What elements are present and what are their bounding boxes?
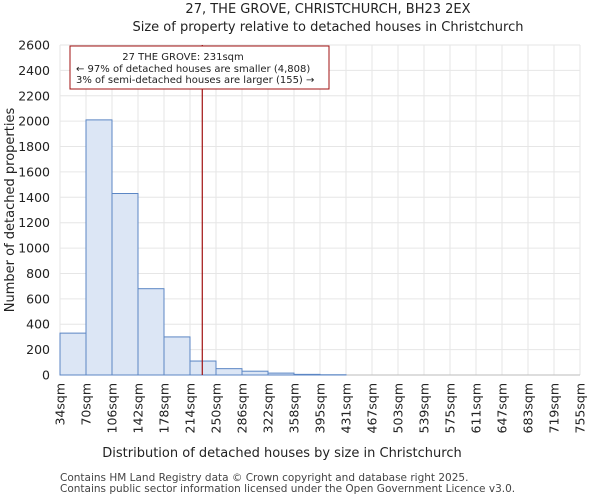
x-tick-label: 431sqm: [339, 383, 354, 433]
x-tick-label: 503sqm: [391, 383, 406, 433]
x-tick-label: 286sqm: [235, 383, 250, 433]
bar-322sqm: [267, 372, 295, 376]
bar-106sqm: [111, 193, 139, 376]
y-tick-label: 1800: [18, 139, 50, 154]
annotation-box: 27 THE GROVE: 231sqm ← 97% of detached h…: [69, 45, 330, 90]
y-tick-label: 2600: [18, 38, 50, 53]
x-tick-label: 142sqm: [131, 383, 146, 433]
bar-178sqm: [163, 336, 191, 376]
x-axis-label: Distribution of detached houses by size …: [102, 446, 461, 461]
x-tick-label: 250sqm: [209, 383, 224, 433]
x-tick-label: 214sqm: [183, 383, 198, 433]
bars: [59, 119, 347, 376]
x-tick-label: 358sqm: [287, 383, 302, 433]
x-tick-label: 647sqm: [495, 383, 510, 433]
chart-title: 27, THE GROVE, CHRISTCHURCH, BH23 2EX: [185, 2, 470, 17]
chart-subtitle: Size of property relative to detached ho…: [132, 20, 523, 35]
y-tick-label: 1200: [18, 215, 50, 230]
x-tick-labels: 34sqm 70sqm 106sqm 142sqm 178sqm 214sqm 250sqm…: [53, 383, 588, 433]
y-tick-label: 2000: [18, 114, 50, 129]
x-tick-label: 395sqm: [313, 383, 328, 433]
y-tick-label: 2200: [18, 88, 50, 103]
x-tick-label: 322sqm: [261, 383, 276, 433]
annotation-frame: [69, 45, 330, 90]
x-tick-label: 683sqm: [521, 383, 536, 433]
bar-358sqm: [293, 373, 321, 376]
x-tick-label: 719sqm: [547, 383, 562, 433]
x-tick-label: 575sqm: [443, 383, 458, 433]
y-tick-label: 200: [26, 342, 50, 357]
y-tick-label: 600: [26, 291, 50, 306]
footer-line-2: Contains public sector information licen…: [60, 483, 516, 495]
y-axis-label: Number of detached properties: [3, 108, 18, 313]
y-tick-label: 0: [42, 368, 50, 383]
y-tick-labels: 0 200 400 600 800 1000 1200 1400 1600 1800 2000 220…: [18, 38, 50, 383]
x-tick-label: 755sqm: [573, 383, 588, 433]
footer-line-1: Contains HM Land Registry data © Crown c…: [60, 472, 469, 484]
x-tick-label: 70sqm: [79, 383, 94, 426]
y-tick-label: 800: [26, 266, 50, 281]
y-tick-label: 2400: [18, 63, 50, 78]
y-tick-label: 1000: [18, 241, 50, 256]
x-tick-label: 106sqm: [105, 383, 120, 433]
bar-142sqm: [137, 288, 165, 376]
annotation-line-1: 27 THE GROVE: 231sqm: [122, 52, 244, 63]
bar-214sqm: [189, 360, 217, 376]
y-tick-label: 1600: [18, 164, 50, 179]
bar-34sqm: [59, 332, 87, 376]
x-tick-label: 178sqm: [157, 383, 172, 433]
annotation-line-3: 3% of semi-detached houses are larger (1…: [76, 75, 314, 86]
x-tick-label: 611sqm: [469, 383, 484, 433]
bar-250sqm: [215, 368, 243, 376]
y-tick-label: 400: [26, 317, 50, 332]
bar-286sqm: [241, 370, 269, 376]
annotation-line-2: ← 97% of detached houses are smaller (4,…: [76, 64, 310, 75]
x-tick-label: 539sqm: [417, 383, 432, 433]
bar-70sqm: [85, 119, 113, 376]
y-tick-label: 1400: [18, 190, 50, 205]
x-tick-label: 467sqm: [365, 383, 380, 433]
x-tick-label: 34sqm: [53, 383, 68, 426]
